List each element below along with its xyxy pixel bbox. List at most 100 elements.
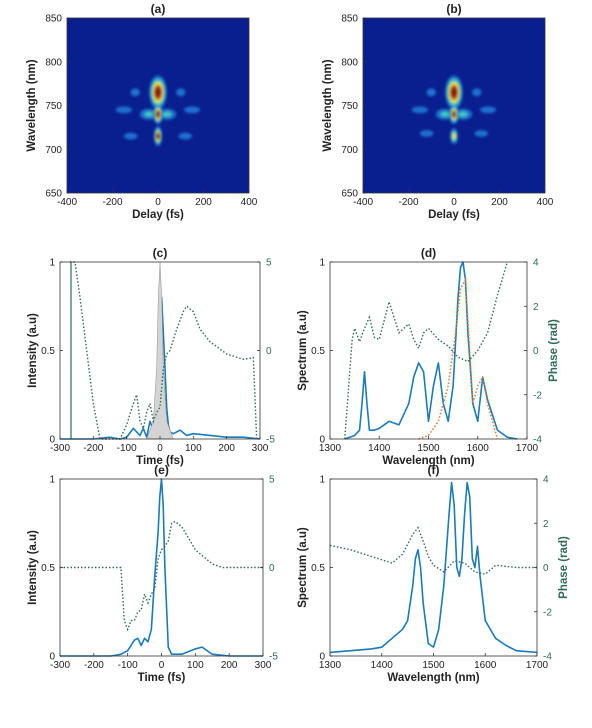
y2-tick-label: -4 bbox=[543, 652, 552, 663]
x-tick-label: -200 bbox=[102, 197, 122, 208]
heatmap-contour-level bbox=[178, 132, 193, 140]
plot-frame-f bbox=[329, 478, 538, 657]
x-tick-label: 1500 bbox=[417, 443, 440, 454]
y-tick-label: 800 bbox=[341, 57, 358, 68]
reference-spectrum-line bbox=[418, 276, 499, 440]
x-tick-label: -100 bbox=[118, 660, 138, 671]
heatmap-contour-level bbox=[155, 86, 161, 98]
plot-frame-e bbox=[59, 478, 264, 657]
y-tick-label: 1 bbox=[319, 258, 325, 269]
heatmap-contour-level bbox=[175, 88, 186, 97]
y-tick-label: 0 bbox=[49, 652, 55, 663]
y-tick-label: 0 bbox=[319, 435, 325, 446]
panel-title-e: (e) bbox=[154, 463, 169, 477]
heatmap-contour-level bbox=[411, 106, 429, 114]
heatmap-contour-level bbox=[440, 111, 450, 118]
heatmap-contour-level bbox=[156, 133, 160, 139]
x-tick-label: -400 bbox=[57, 197, 77, 208]
heatmap-contours bbox=[115, 75, 201, 147]
x-tick-label: 1600 bbox=[474, 660, 497, 671]
y-tick-label: 650 bbox=[45, 189, 62, 200]
heatmap-contour-level bbox=[474, 129, 489, 138]
y2-tick-label: -2 bbox=[543, 607, 552, 618]
heatmap-contour-level bbox=[183, 106, 201, 114]
x-tick-label: 300 bbox=[255, 660, 272, 671]
panel-title-d: (d) bbox=[421, 246, 436, 260]
x-tick-label: 200 bbox=[218, 443, 235, 454]
y2-tick-label: 4 bbox=[543, 475, 549, 486]
heatmap-contour-level bbox=[458, 111, 468, 118]
intensity-line bbox=[60, 478, 263, 657]
x-tick-label: -300 bbox=[50, 660, 70, 671]
x-tick-label: 1300 bbox=[319, 443, 342, 454]
x-tick-label: 400 bbox=[241, 197, 258, 208]
x-axis-label: Time (fs) bbox=[138, 672, 186, 684]
heatmap-contours bbox=[411, 75, 497, 145]
heatmap-contour-level bbox=[144, 111, 154, 118]
phase-line bbox=[329, 526, 537, 575]
panel-title-b: (b) bbox=[446, 2, 461, 16]
y2-tick-label: 0 bbox=[269, 563, 275, 574]
y-tick-label: 750 bbox=[45, 101, 62, 112]
x-tick-label: 0 bbox=[157, 443, 163, 454]
x-tick-label: 1400 bbox=[368, 443, 391, 454]
y-tick-label: 0 bbox=[319, 652, 325, 663]
x-tick-label: 100 bbox=[185, 443, 202, 454]
y2-tick-label: 5 bbox=[266, 258, 272, 269]
panel-title-a: (a) bbox=[151, 2, 166, 16]
x-tick-label: -200 bbox=[84, 660, 104, 671]
x-tick-label: -400 bbox=[353, 197, 373, 208]
x-tick-label: 200 bbox=[491, 197, 508, 208]
heatmap-contour-level bbox=[156, 111, 160, 118]
x-tick-label: 0 bbox=[159, 660, 165, 671]
x-axis-label: Delay (fs) bbox=[428, 209, 480, 221]
x-tick-label: 1700 bbox=[526, 660, 549, 671]
heatmap-contour-level bbox=[115, 106, 133, 114]
y2-axis-label: Phase (rad) bbox=[548, 319, 560, 382]
heatmap-contour-level bbox=[426, 88, 437, 97]
y2-tick-label: 0 bbox=[266, 346, 272, 357]
x-tick-label: 200 bbox=[221, 660, 238, 671]
y-axis-label: Spectrum (a.u) bbox=[297, 527, 309, 608]
y2-tick-label: 0 bbox=[533, 346, 539, 357]
y-tick-label: 700 bbox=[45, 145, 62, 156]
heatmap-contour-level bbox=[479, 106, 497, 114]
plot-frame-d bbox=[329, 261, 528, 440]
y-tick-label: 0 bbox=[49, 435, 55, 446]
y-tick-label: 750 bbox=[341, 101, 358, 112]
y-tick-label: 0.5 bbox=[311, 563, 325, 574]
y-axis-label: Intensity (a.u) bbox=[27, 530, 39, 605]
x-tick-label: -300 bbox=[50, 443, 70, 454]
heatmap-contour-level bbox=[162, 111, 172, 118]
heatmap-contour-level bbox=[471, 88, 482, 97]
x-tick-label: 1700 bbox=[516, 443, 539, 454]
y-tick-label: 1 bbox=[319, 475, 325, 486]
x-axis-label: Time (fs) bbox=[136, 455, 184, 467]
y-axis-label: Intensity (a.u) bbox=[27, 313, 39, 388]
x-axis-label: Wavelength (nm) bbox=[387, 672, 479, 684]
x-tick-label: 400 bbox=[537, 197, 554, 208]
y2-axis-label: Phase (rad) bbox=[558, 536, 570, 599]
y2-tick-label: 5 bbox=[269, 475, 275, 486]
heatmap-contour-level bbox=[130, 88, 141, 97]
x-tick-label: -100 bbox=[117, 443, 137, 454]
phase-line bbox=[344, 261, 508, 440]
y-tick-label: 0.5 bbox=[41, 346, 55, 357]
y2-tick-label: -2 bbox=[533, 390, 542, 401]
x-tick-label: 100 bbox=[187, 660, 204, 671]
heatmap-contour-level bbox=[451, 86, 457, 98]
y-axis-label: Wavelength (nm) bbox=[322, 59, 334, 151]
y-tick-label: 0.5 bbox=[311, 346, 325, 357]
y2-tick-label: 2 bbox=[543, 519, 549, 530]
y-tick-label: 850 bbox=[341, 14, 358, 25]
y2-tick-label: 4 bbox=[533, 258, 539, 269]
y-tick-label: 650 bbox=[341, 189, 358, 200]
y-tick-label: 0.5 bbox=[41, 563, 55, 574]
y-axis-label: Wavelength (nm) bbox=[26, 59, 38, 151]
y2-tick-label: 0 bbox=[543, 563, 549, 574]
panel-title-f: (f) bbox=[428, 463, 440, 477]
panel-title-c: (c) bbox=[153, 246, 168, 260]
x-tick-label: 300 bbox=[252, 443, 269, 454]
y-tick-label: 800 bbox=[45, 57, 62, 68]
